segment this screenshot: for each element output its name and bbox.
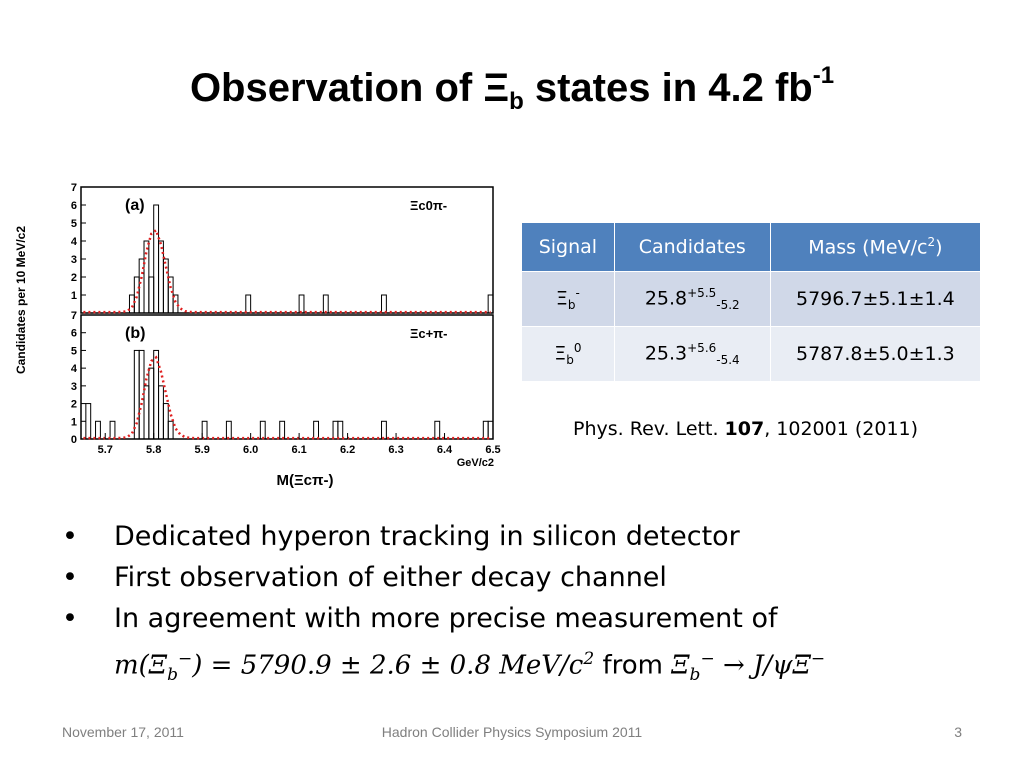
histogram-bar [381, 420, 387, 440]
histogram-bar [158, 385, 164, 440]
cell-signal: Ξb- [521, 271, 615, 327]
y-tick-label: 5 [71, 218, 77, 230]
cell-mass: 5787.8±5.0±1.3 [769, 326, 982, 382]
signal-table: Signal Candidates Mass (MeV/c2) Ξb- 25.8… [521, 222, 982, 382]
plot-frame [80, 314, 494, 440]
histogram-bar [153, 349, 160, 440]
histogram-figure: Candidates per 10 MeV/c2 1 2 3 4 5 6 7 (a) Ξc0π-… [14, 182, 501, 489]
histogram-bar [143, 240, 150, 314]
histogram-bar [245, 294, 252, 314]
header-candidates: Candidates [613, 222, 771, 272]
header-signal: Signal [521, 222, 615, 272]
x-tick-label: 6.1 [291, 444, 306, 456]
x-tick-label: 6.2 [340, 444, 355, 456]
y-axis-title: Candidates per 10 MeV/c2 [14, 226, 28, 374]
histogram-bar [322, 294, 329, 314]
histogram-bar [172, 294, 179, 314]
channel-label: Ξc+π- [410, 326, 447, 341]
slide-title: Observation of Ξb states in 4.2 fb-1 [189, 62, 835, 115]
x-tick-label: 5.8 [146, 444, 161, 456]
y-tick-label: 2 [71, 399, 77, 411]
y-tick-label: 1 [71, 290, 77, 302]
histogram-bar [337, 420, 344, 440]
histogram-bar [153, 204, 160, 314]
bullet-marker: • [62, 521, 78, 552]
histogram-bar [332, 420, 339, 440]
histogram-bar [259, 420, 266, 440]
histogram-bar [162, 403, 169, 440]
plot-frame [80, 186, 494, 314]
x-tick-label: 6.3 [388, 444, 403, 456]
panel-label: (a) [125, 197, 145, 214]
fit-curve [83, 228, 491, 314]
page-number: 3 [954, 724, 962, 740]
cell-signal: Ξb0 [521, 326, 615, 382]
histogram-bar [298, 294, 305, 314]
table-row: Ξb0 25.3+5.6-5.4 5787.8±5.0±1.3 [521, 326, 982, 382]
cell-candidates: 25.8+5.5-5.2 [613, 271, 771, 327]
histogram-bar [381, 294, 387, 314]
histogram-bar [434, 420, 441, 440]
y-tick-label: 1 [71, 416, 77, 428]
panel-b: 0 1 2 3 4 5 6 7 (b) Ξc+π- [71, 310, 494, 446]
header-mass: Mass (MeV/c2) [769, 222, 982, 272]
y-tick-label: 4 [71, 236, 78, 248]
cell-candidates: 25.3+5.6-5.4 [613, 326, 771, 382]
channel-label: Ξc0π- [410, 198, 447, 213]
x-axis-title: M(Ξcπ-) [277, 472, 334, 489]
list-item: • In agreement with more precise measurem… [62, 600, 1002, 641]
x-tick-labels: 5.7 5.8 5.9 6.0 6.1 6.2 6.3 6.4 6.5 [98, 433, 501, 456]
list-item: • First observation of either decay chann… [62, 559, 1002, 600]
histogram-bar [201, 420, 208, 440]
footer-title: Hadron Collider Physics Symposium 2011 [381, 724, 643, 740]
list-item: • Dedicated hyperon tracking in silicon d… [62, 518, 1002, 559]
math-expression: m(Ξb−) = 5790.9 ± 2.6 ± 0.8 MeV/c2 from … [114, 649, 826, 685]
cell-mass: 5796.7±5.1±1.4 [769, 271, 982, 327]
x-tick-label: 6.4 [437, 444, 453, 456]
histogram-bar [279, 420, 286, 440]
bullet-list: • Dedicated hyperon tracking in silicon d… [62, 518, 1002, 693]
histogram-bar [148, 276, 155, 314]
table-header-row: Signal Candidates Mass (MeV/c2) [521, 222, 982, 272]
journal-reference: Phys. Rev. Lett. 107, 102001 (2011) [573, 418, 919, 440]
histogram-bar [95, 420, 101, 440]
footer-date: November 17, 2011 [62, 724, 184, 740]
y-tick-label: 0 [71, 434, 77, 446]
table-row: Ξb- 25.8+5.5-5.2 5796.7±5.1±1.4 [521, 271, 982, 327]
x-tick-label: 6.0 [243, 444, 258, 456]
x-axis-unit: GeV/c2 [457, 457, 494, 469]
fit-curve [83, 355, 491, 440]
y-tick-label: 6 [71, 200, 77, 212]
y-tick-label: 5 [71, 345, 77, 357]
x-tick-label: 5.7 [98, 444, 113, 456]
y-tick-label: 3 [71, 381, 77, 393]
histogram-bar [133, 349, 140, 440]
histogram-bar [148, 367, 155, 440]
panel-a: 1 2 3 4 5 6 7 (a) Ξc0π- [71, 182, 494, 314]
histogram-bar [313, 420, 320, 440]
y-tick-label: 6 [71, 328, 77, 340]
x-tick-label: 5.9 [195, 444, 210, 456]
y-tick-label: 7 [71, 310, 77, 322]
y-tick-label: 3 [71, 254, 77, 266]
panel-label: (b) [125, 325, 145, 342]
histogram-bar [487, 420, 494, 440]
x-tick-label: 6.5 [485, 444, 500, 456]
histogram-bar [109, 420, 116, 440]
bullet-marker: • [62, 603, 78, 634]
y-tick-label: 4 [71, 363, 78, 375]
histogram-bar [225, 420, 232, 440]
bullet-marker: • [62, 562, 78, 593]
histogram-bar [85, 403, 92, 440]
histogram-bar [167, 420, 174, 440]
histogram-bar [158, 240, 164, 314]
histogram-bar [133, 276, 140, 314]
y-tick-label: 7 [71, 182, 77, 194]
y-tick-label: 2 [71, 272, 77, 284]
y-axis-label: Candidates per 10 MeV/c2 [14, 226, 28, 374]
histogram-bar [482, 420, 489, 440]
